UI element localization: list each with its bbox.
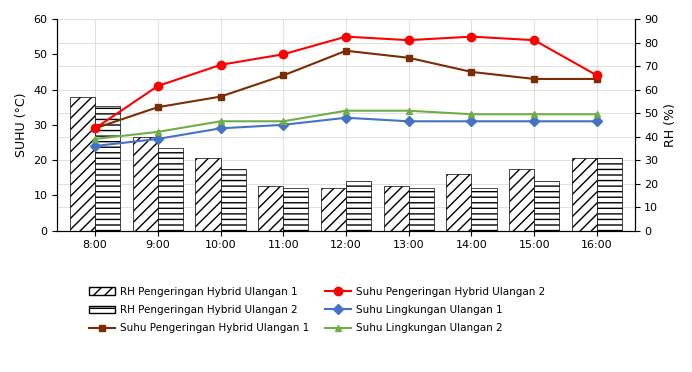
Bar [509, 170, 534, 231]
Y-axis label: RH (%): RH (%) [664, 103, 677, 147]
Bar [446, 174, 471, 231]
Bar [133, 137, 158, 231]
Bar [283, 188, 309, 231]
Bar [70, 97, 95, 231]
Bar [409, 188, 434, 231]
Bar [221, 170, 246, 231]
Bar [383, 186, 409, 231]
Legend: RH Pengeringan Hybrid Ulangan 1, RH Pengeringan Hybrid Ulangan 2, Suhu Pengering: RH Pengeringan Hybrid Ulangan 1, RH Peng… [84, 282, 549, 337]
Bar [321, 188, 346, 231]
Bar [158, 148, 183, 231]
Bar [258, 186, 283, 231]
Bar [572, 158, 597, 231]
Bar [471, 188, 497, 231]
Bar [534, 181, 559, 231]
Bar [346, 181, 371, 231]
Y-axis label: SUHU (°C): SUHU (°C) [15, 93, 28, 157]
Bar [597, 158, 622, 231]
Bar [195, 158, 221, 231]
Bar [95, 106, 120, 231]
